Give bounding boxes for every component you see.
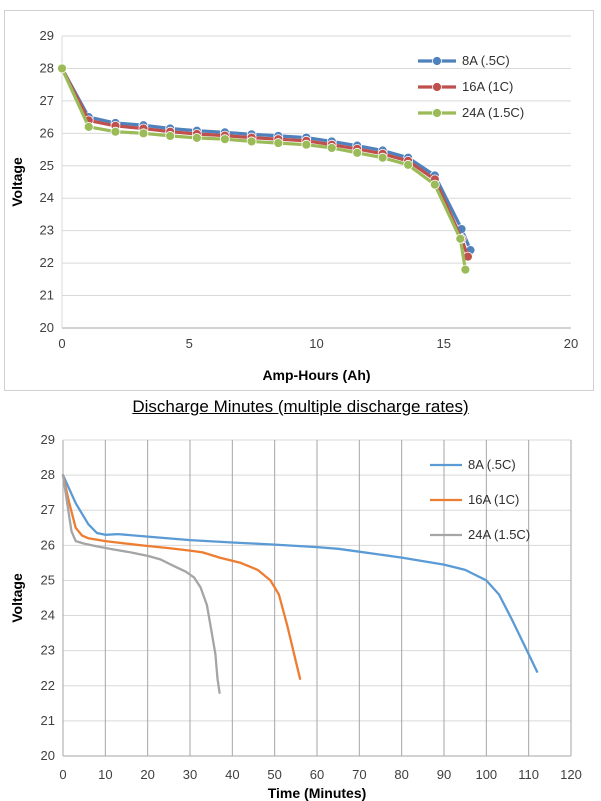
y-tick-label: 20 [40,320,54,335]
y-tick-label: 23 [40,223,54,238]
data-point [138,128,149,139]
data-point [403,159,414,170]
data-point [83,121,94,132]
legend-label-1: 8A (.5C) [462,53,510,68]
x-tick-label: 20 [564,336,578,351]
x-tick-label: 50 [267,767,281,782]
y-tick-label: 26 [41,537,55,552]
y-tick-label: 28 [40,60,54,75]
legend-label-2: 16A (1C) [462,79,513,94]
y-tick-label: 25 [40,158,54,173]
data-point [377,152,388,163]
x-tick-label: 15 [437,336,451,351]
data-point [191,132,202,143]
data-point [273,138,284,148]
legend-label-2: 16A (1C) [468,492,519,507]
legend-label-3: 24A (1.5C) [462,105,524,120]
series-line-3 [61,473,221,694]
legend-label-1: 8A (.5C) [468,457,516,472]
series-line-1 [61,473,539,673]
y-tick-label: 27 [40,93,54,108]
x-tick-label: 0 [59,767,66,782]
x-tick-label: 10 [98,767,112,782]
x-tick-label: 30 [183,767,197,782]
data-point [165,131,176,141]
data-point [460,264,471,275]
series-line-3 [60,66,467,272]
data-point [246,136,257,147]
y-tick-label: 29 [40,28,54,43]
y-tick-label: 27 [41,502,55,517]
y-axis-title: Voltage [9,573,25,623]
y-tick-label: 24 [40,190,54,205]
y-tick-label: 22 [40,255,54,270]
legend-label-3: 24A (1.5C) [468,527,530,542]
legend-marker-3 [432,108,442,118]
data-point [455,233,466,244]
data-point [326,143,337,153]
y-tick-label: 20 [41,748,55,763]
x-tick-label: 40 [225,767,239,782]
data-point [219,134,230,145]
data-point [57,63,67,74]
data-point [352,147,363,158]
x-tick-label: 70 [352,767,366,782]
x-axis-title: Time (Minutes) [268,785,367,801]
amp-hours-chart: 20 21 22 23 24 25 26 27 28 29 0 5 10 15 20 Amp-Hours (A… [9,28,578,383]
y-tick-label: 28 [41,467,55,482]
x-tick-label: 90 [437,767,451,782]
x-tick-label: 60 [310,767,324,782]
x-tick-label: 5 [186,336,193,351]
legend-marker-1 [432,56,442,66]
y-tick-label: 29 [41,432,55,447]
chart-2-caption: Discharge Minutes (multiple discharge ra… [132,397,469,416]
y-tick-label: 21 [40,288,54,303]
data-point [110,126,121,137]
x-tick-label: 80 [394,767,408,782]
y-tick-label: 26 [40,125,54,140]
x-tick-label: 0 [58,336,65,351]
x-tick-label: 100 [475,767,497,782]
y-tick-label: 22 [41,678,55,693]
y-axis-title: Voltage [9,157,25,207]
data-point [429,179,440,190]
x-axis-title: Amp-Hours (Ah) [262,367,370,383]
series-line-2 [61,473,302,680]
data-point [301,139,312,150]
y-tick-label: 25 [41,572,55,587]
y-tick-label: 23 [41,643,55,658]
legend-marker-2 [432,82,442,92]
y-tick-label: 24 [41,608,55,623]
x-tick-label: 120 [560,767,582,782]
x-tick-label: 20 [140,767,154,782]
y-tick-label: 21 [41,713,55,728]
x-tick-label: 110 [518,767,539,782]
x-tick-label: 10 [309,336,323,351]
